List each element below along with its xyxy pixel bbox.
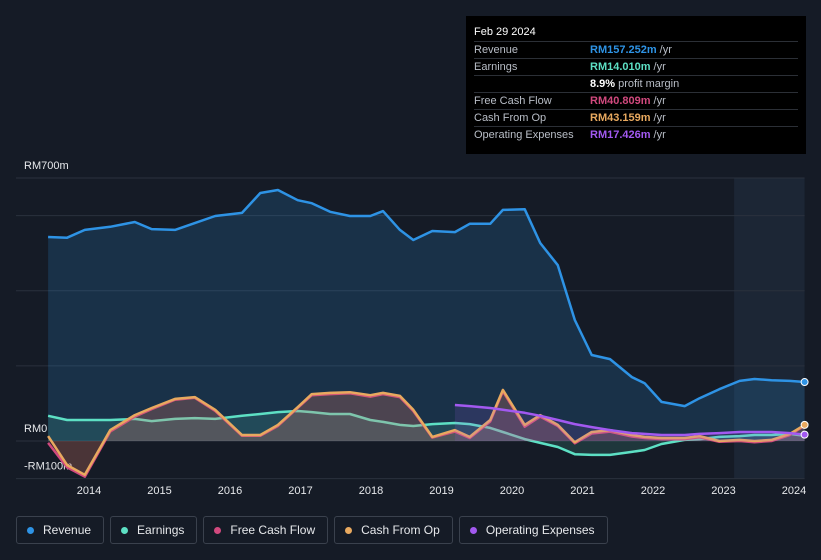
end-dot <box>800 420 809 429</box>
x-tick-label: 2016 <box>218 485 242 497</box>
x-tick-label: 2023 <box>711 485 735 497</box>
y-tick-label: RM700m <box>24 160 69 172</box>
tooltip-date: Feb 29 2024 <box>474 26 536 38</box>
tooltip-row: Free Cash Flow RM40.809m/yr <box>474 92 798 109</box>
series-area <box>48 389 805 475</box>
y-tick-label: -RM100m <box>24 461 72 473</box>
tooltip: Feb 29 2024 Revenue RM157.252m/yr Earnings… <box>466 16 806 154</box>
series-area <box>454 405 805 442</box>
legend-item[interactable]: Earnings <box>110 516 198 544</box>
tooltip-value: RM40.809m <box>590 95 651 107</box>
series-line <box>47 388 806 477</box>
x-tick-label: 2015 <box>147 485 171 497</box>
tooltip-label: Operating Expenses <box>474 129 574 141</box>
tooltip-row: Operating Expenses RM17.426m/yr <box>474 126 798 143</box>
series-line <box>48 188 805 408</box>
x-tick-label: 2017 <box>288 485 312 497</box>
tooltip-label: Earnings <box>474 61 518 73</box>
legend-dot <box>27 526 34 534</box>
x-tick-label: 2014 <box>77 485 101 497</box>
tooltip-row: Cash From Op RM43.159m/yr <box>474 109 798 126</box>
tooltip-label: Revenue <box>474 44 519 56</box>
tooltip-label <box>474 76 590 92</box>
tooltip-text: profit margin <box>618 78 680 90</box>
tooltip-value: RM17.426m <box>590 129 651 141</box>
highlight-region <box>734 178 805 479</box>
legend-label: Revenue <box>43 523 92 537</box>
series-area <box>48 190 805 442</box>
tooltip-label: Free Cash Flow <box>474 95 552 107</box>
legend-label: Earnings <box>137 523 185 537</box>
series-area <box>48 411 805 455</box>
legend-item[interactable]: Free Cash Flow <box>203 516 329 544</box>
x-tick-label: 2019 <box>429 485 453 497</box>
legend-dot <box>345 526 353 534</box>
tooltip-row: Revenue RM157.252m/yr <box>474 41 798 58</box>
tooltip-row: Earnings RM14.010m/yr <box>474 58 798 75</box>
tooltip-value: RM43.159m <box>590 112 651 124</box>
legend-dot <box>121 526 129 534</box>
tooltip-unit: /yr <box>653 61 666 73</box>
tooltip-value: RM14.010m <box>590 61 651 73</box>
legend-label: Cash From Op <box>361 523 440 537</box>
legend: Revenue Earnings Free Cash Flow Cash From O… <box>16 516 608 544</box>
tooltip-row: 8.9% profit margin <box>474 75 798 92</box>
tooltip-unit: /yr <box>653 95 666 107</box>
tooltip-value: 8.9% <box>590 78 616 90</box>
legend-label: Free Cash Flow <box>230 523 316 537</box>
x-tick-label: 2024 <box>782 485 806 497</box>
x-tick-label: 2020 <box>500 485 524 497</box>
tooltip-label: Cash From Op <box>474 112 547 124</box>
legend-label: Operating Expenses <box>485 523 595 537</box>
x-tick-label: 2021 <box>570 485 594 497</box>
x-tick-label: 2022 <box>641 485 665 497</box>
tooltip-unit: /yr <box>659 44 672 56</box>
tooltip-unit: /yr <box>653 112 666 124</box>
tooltip-value: RM157.252m <box>590 44 657 56</box>
series-area <box>48 391 805 477</box>
legend-item[interactable]: Operating Expenses <box>458 516 608 544</box>
x-tick-label: 2018 <box>359 485 383 497</box>
legend-item[interactable]: Cash From Op <box>334 516 453 544</box>
series-line <box>454 403 805 437</box>
legend-dot <box>469 526 477 534</box>
tooltip-unit: /yr <box>653 129 666 141</box>
y-tick-label: RM0 <box>24 423 47 435</box>
end-dot <box>800 430 809 439</box>
legend-item[interactable]: Revenue <box>16 516 105 544</box>
end-dot <box>800 378 809 387</box>
legend-dot <box>214 526 222 534</box>
